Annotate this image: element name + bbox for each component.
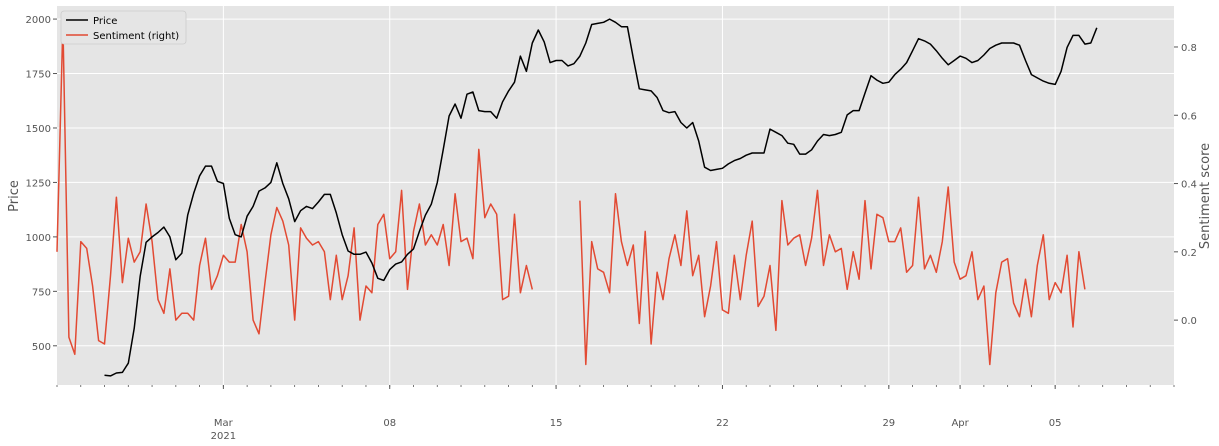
left-tick-label: 1250: [26, 178, 51, 189]
left-axis: 500 750 1000 1250 1500 1750 2000: [26, 15, 57, 353]
x-tick-label: 05: [1049, 418, 1062, 429]
right-tick-label: 0.4: [1181, 180, 1197, 191]
right-axis-label: Sentiment score: [1198, 143, 1213, 249]
right-tick-label: 0.0: [1181, 316, 1197, 327]
x-tick-label: 29: [882, 418, 895, 429]
bottom-axis: Mar 2021 08 15 22 29 Apr 05: [56, 385, 1175, 442]
legend: Price Sentiment (right): [60, 10, 187, 45]
right-tick-label: 0.2: [1181, 248, 1197, 259]
left-axis-label: Price: [7, 180, 22, 212]
right-axis: 0.0 0.2 0.4 0.6 0.8: [1174, 43, 1197, 327]
x-tick-label: Apr: [951, 418, 969, 429]
right-tick-label: 0.8: [1181, 43, 1197, 54]
x-tick-label-year: 2021: [211, 431, 236, 442]
x-tick-label: Mar: [214, 418, 234, 429]
right-tick-label: 0.6: [1181, 111, 1197, 122]
x-tick-label: 22: [716, 418, 729, 429]
left-tick-label: 500: [32, 342, 51, 353]
legend-box: [60, 10, 187, 45]
left-tick-label: 2000: [26, 15, 51, 26]
legend-label-price: Price: [93, 16, 117, 27]
x-tick-label: 08: [383, 418, 396, 429]
left-tick-label: 750: [32, 287, 51, 298]
x-tick-label: 15: [550, 418, 563, 429]
series-layer: [56, 18, 1098, 377]
sentiment-line: [56, 22, 1086, 366]
left-tick-label: 1750: [26, 70, 51, 81]
legend-label-sentiment: Sentiment (right): [93, 31, 179, 42]
left-tick-label: 1500: [26, 124, 51, 135]
left-tick-label: 1000: [26, 233, 51, 244]
price-line: [104, 18, 1098, 377]
